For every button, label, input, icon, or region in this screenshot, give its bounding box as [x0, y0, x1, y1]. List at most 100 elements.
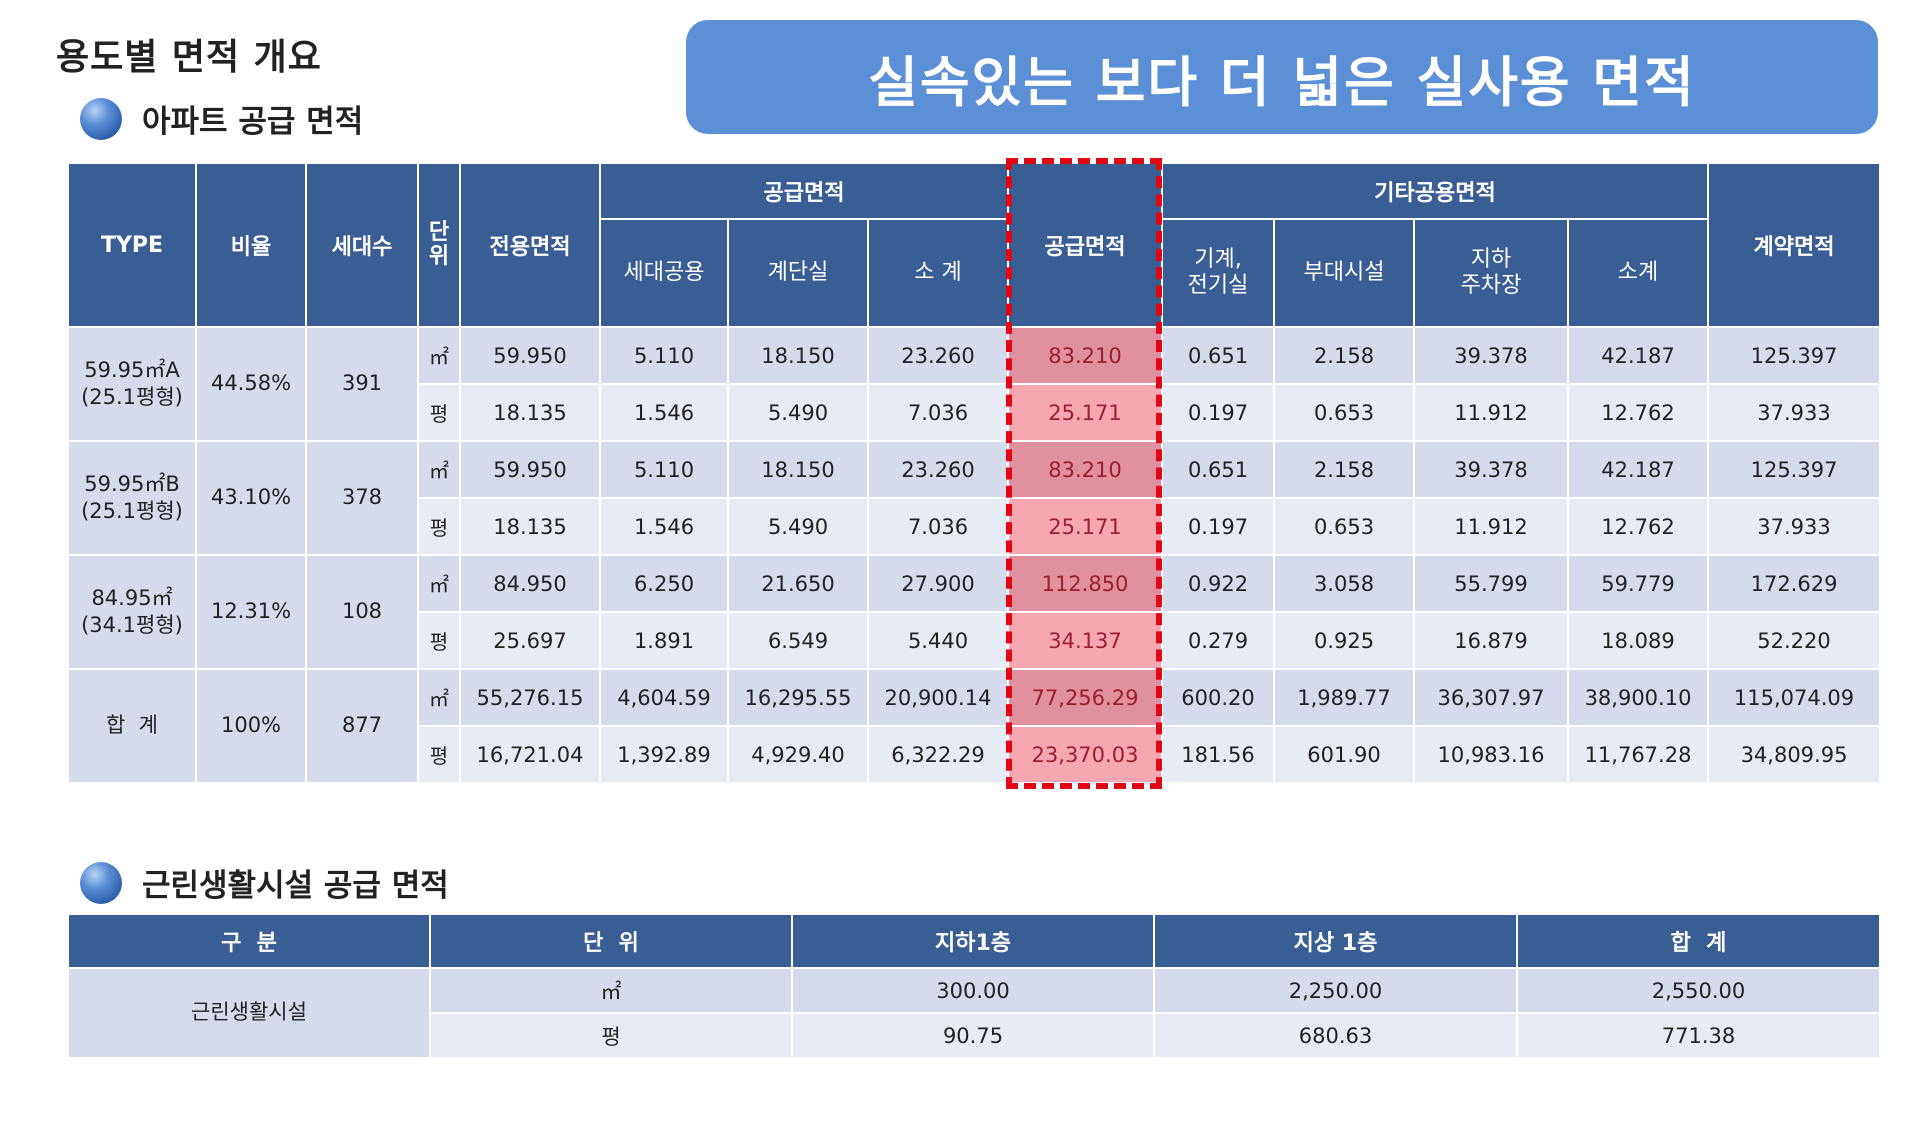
table-row: 평 18.135 1.546 5.490 7.036 25.171 0.197 … — [68, 383, 1882, 442]
bullet-sphere-icon — [80, 97, 122, 140]
unit-cell: ㎡ — [417, 668, 461, 727]
subtotal-cell: 23.260 — [867, 326, 1009, 385]
exclusive-area-cell: 59.950 — [459, 326, 601, 385]
parking-cell: 36,307.97 — [1413, 668, 1569, 727]
other-subtotal-cell: 38,900.10 — [1566, 668, 1710, 727]
machine-room-cell: 181.56 — [1161, 725, 1275, 784]
supply-total-cell: 83.210 — [1007, 440, 1163, 499]
type-label: 59.95㎡A (25.1평형) — [67, 326, 197, 442]
exclusive-area-cell: 18.135 — [459, 497, 601, 556]
exclusive-area-cell: 18.135 — [459, 383, 601, 442]
table-row: 평 16,721.04 1,392.89 4,929.40 6,322.29 2… — [68, 725, 1882, 784]
header-machine-room: 기계, 전기실 — [1161, 218, 1275, 328]
subtotal-cell: 20,900.14 — [867, 668, 1009, 727]
retail-supply-table: 구 분 단 위 지하1층 지상 1층 합 계 근린생활시설 ㎡ 300.00 2… — [67, 913, 1881, 1059]
machine-room-cell: 600.20 — [1161, 668, 1275, 727]
machine-room-cell: 0.279 — [1161, 611, 1275, 670]
stairs-cell: 5.490 — [727, 383, 869, 442]
unit-cell: ㎡ — [417, 326, 461, 385]
unit-cell: 평 — [417, 497, 461, 556]
unit-cell: ㎡ — [417, 440, 461, 499]
households-value: 877 — [305, 668, 419, 784]
header-other-subtotal: 소계 — [1566, 218, 1710, 328]
other-subtotal-cell: 42.187 — [1566, 326, 1710, 385]
contract-area-cell: 172.629 — [1707, 554, 1882, 613]
header-supply-area-total: 공급면적 — [1007, 162, 1163, 328]
section-apartment-header: 아파트 공급 면적 — [80, 96, 363, 141]
table-row: 평 25.697 1.891 6.549 5.440 34.137 0.279 … — [68, 611, 1882, 670]
parking-cell: 16.879 — [1413, 611, 1569, 670]
ratio-value: 100% — [195, 668, 307, 784]
parking-cell: 10,983.16 — [1413, 725, 1569, 784]
other-subtotal-cell: 11,767.28 — [1566, 725, 1710, 784]
header-ground-1: 지상 1층 — [1153, 913, 1518, 969]
facilities-cell: 2.158 — [1273, 326, 1415, 385]
facilities-cell: 2.158 — [1273, 440, 1415, 499]
supply-total-cell: 23,370.03 — [1007, 725, 1163, 784]
header-contract-area: 계약면적 — [1707, 162, 1882, 328]
stairs-cell: 5.490 — [727, 497, 869, 556]
machine-room-cell: 0.651 — [1161, 326, 1275, 385]
total-label: 합 계 — [67, 668, 197, 784]
header-underground-parking: 지하 주차장 — [1413, 218, 1569, 328]
exclusive-area-cell: 59.950 — [459, 440, 601, 499]
households-value: 108 — [305, 554, 419, 670]
header-category: 구 분 — [67, 913, 431, 969]
total-cell: 2,550.00 — [1516, 967, 1881, 1014]
subtotal-cell: 6,322.29 — [867, 725, 1009, 784]
supply-total-cell: 25.171 — [1007, 383, 1163, 442]
header-ratio: 비율 — [195, 162, 307, 328]
facilities-cell: 1,989.77 — [1273, 668, 1415, 727]
stairs-cell: 16,295.55 — [727, 668, 869, 727]
header-household-common: 세대공용 — [599, 218, 729, 328]
table-row: 59.95㎡A (25.1평형) 44.58% 391 ㎡ 59.950 5.1… — [67, 326, 1882, 442]
stairs-cell: 21.650 — [727, 554, 869, 613]
machine-room-cell: 0.197 — [1161, 383, 1275, 442]
household-common-cell: 4,604.59 — [599, 668, 729, 727]
ground-1-cell: 2,250.00 — [1153, 967, 1518, 1014]
other-subtotal-cell: 12.762 — [1566, 497, 1710, 556]
parking-cell: 11.912 — [1413, 497, 1569, 556]
stairs-cell: 18.150 — [727, 326, 869, 385]
ratio-value: 44.58% — [195, 326, 307, 442]
header-exclusive-area: 전용면적 — [459, 162, 601, 328]
stairs-cell: 6.549 — [727, 611, 869, 670]
table-row: 근린생활시설 ㎡ 300.00 2,250.00 2,550.00 — [67, 967, 1881, 1059]
parking-cell: 39.378 — [1413, 326, 1569, 385]
apartment-supply-table: TYPE 비율 세대수 단 위 전용면적 공급면적 공급면적 기타공용면적 계약… — [67, 162, 1882, 784]
type-label: 84.95㎡ (34.1평형) — [67, 554, 197, 670]
household-common-cell: 1.546 — [599, 497, 729, 556]
subtotal-cell: 27.900 — [867, 554, 1009, 613]
exclusive-area-cell: 55,276.15 — [459, 668, 601, 727]
header-stairs: 계단실 — [727, 218, 869, 328]
header-total: 합 계 — [1516, 913, 1881, 969]
type-label: 59.95㎡B (25.1평형) — [67, 440, 197, 556]
supply-total-cell: 112.850 — [1007, 554, 1163, 613]
other-subtotal-cell: 18.089 — [1566, 611, 1710, 670]
household-common-cell: 5.110 — [599, 326, 729, 385]
header-facilities: 부대시설 — [1273, 218, 1415, 328]
parking-cell: 11.912 — [1413, 383, 1569, 442]
subtotal-cell: 7.036 — [867, 497, 1009, 556]
header-households: 세대수 — [305, 162, 419, 328]
unit-cell: ㎡ — [429, 967, 793, 1014]
exclusive-area-cell: 84.950 — [459, 554, 601, 613]
other-subtotal-cell: 59.779 — [1566, 554, 1710, 613]
household-common-cell: 1.891 — [599, 611, 729, 670]
header-basement-1: 지하1층 — [791, 913, 1155, 969]
header-other-common-area-group: 기타공용면적 — [1160, 162, 1710, 220]
supply-total-cell: 83.210 — [1007, 326, 1163, 385]
exclusive-area-cell: 25.697 — [459, 611, 601, 670]
household-common-cell: 1,392.89 — [599, 725, 729, 784]
contract-area-cell: 52.220 — [1707, 611, 1882, 670]
machine-room-cell: 0.922 — [1161, 554, 1275, 613]
parking-cell: 39.378 — [1413, 440, 1569, 499]
section-title: 근린생활시설 공급 면적 — [142, 868, 449, 904]
table-row: 59.95㎡B (25.1평형) 43.10% 378 ㎡ 59.950 5.1… — [67, 440, 1882, 556]
facilities-cell: 0.653 — [1273, 497, 1415, 556]
household-common-cell: 1.546 — [599, 383, 729, 442]
contract-area-cell: 125.397 — [1707, 440, 1882, 499]
subtotal-cell: 23.260 — [867, 440, 1009, 499]
supply-total-cell: 77,256.29 — [1007, 668, 1163, 727]
total-cell: 771.38 — [1516, 1012, 1881, 1059]
